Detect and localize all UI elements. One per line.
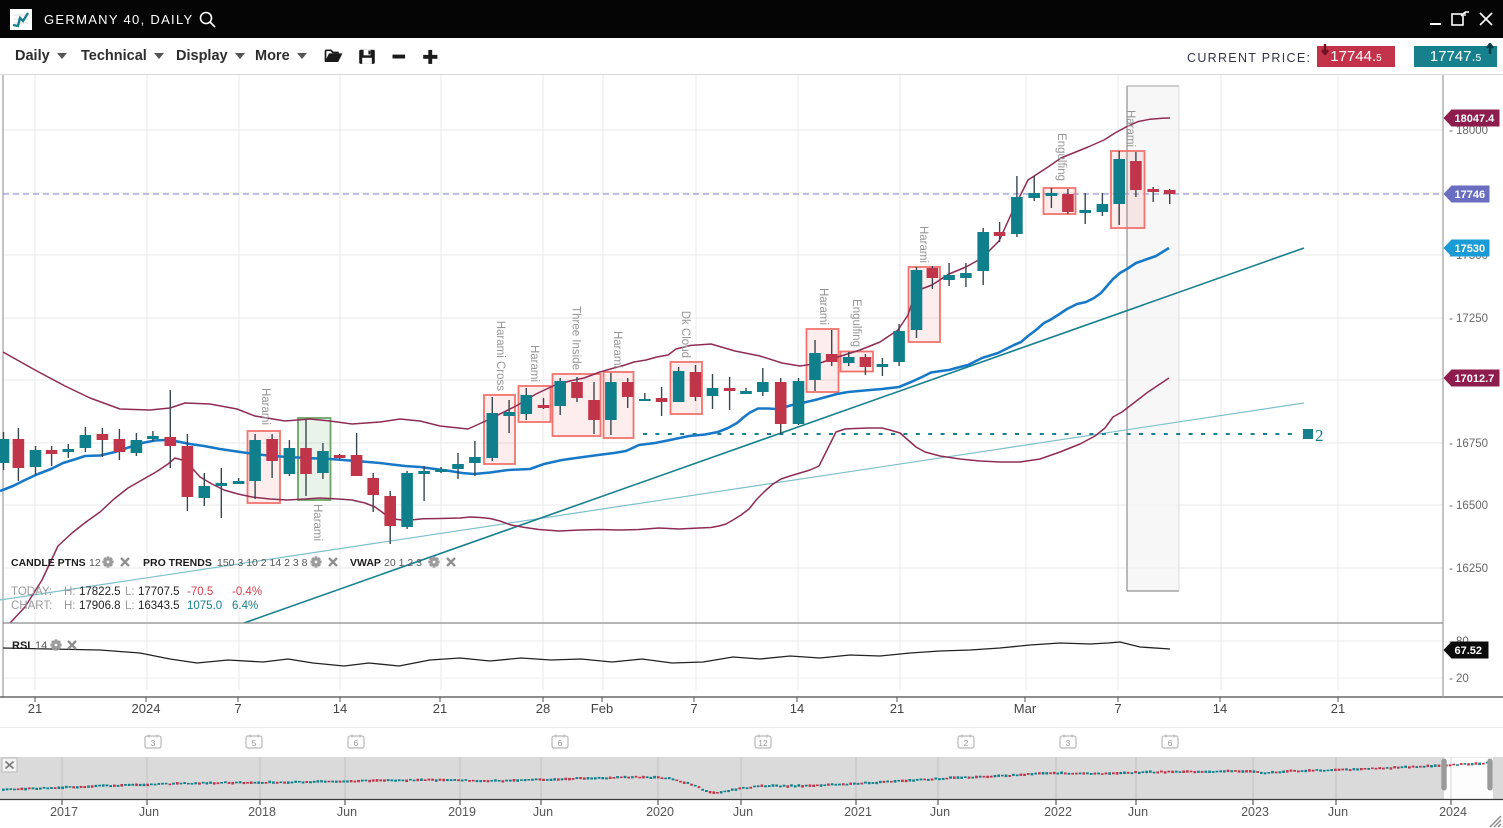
svg-text:12: 12	[89, 557, 101, 569]
svg-text:14: 14	[35, 640, 47, 652]
svg-text:PRO TRENDS: PRO TRENDS	[143, 557, 212, 569]
svg-text:6.4%: 6.4%	[232, 600, 258, 612]
svg-text:1075.0: 1075.0	[187, 600, 222, 612]
svg-text:2018: 2018	[248, 805, 276, 819]
svg-text:Three Inside: Three Inside	[570, 306, 582, 370]
svg-text:RSI: RSI	[12, 640, 30, 652]
svg-text:Feb: Feb	[591, 701, 613, 716]
svg-text:Jun: Jun	[139, 805, 159, 819]
svg-text:- 16750: - 16750	[1449, 438, 1488, 450]
svg-text:2022: 2022	[1044, 805, 1072, 819]
svg-text:28: 28	[536, 701, 550, 716]
svg-text:21: 21	[433, 701, 447, 716]
svg-text:Harami: Harami	[817, 288, 829, 325]
svg-text:Harami: Harami	[1124, 110, 1136, 147]
svg-text:3: 3	[1066, 738, 1071, 748]
svg-text:Engulfing: Engulfing	[850, 299, 862, 347]
svg-text:Jun: Jun	[1128, 805, 1148, 819]
svg-text:14: 14	[1213, 701, 1227, 716]
svg-text:150 3 10 2 14 2 3 8: 150 3 10 2 14 2 3 8	[217, 557, 308, 569]
svg-text:2017: 2017	[50, 805, 78, 819]
svg-text:3: 3	[151, 738, 156, 748]
svg-text:17707.5: 17707.5	[138, 586, 180, 598]
svg-text:Jun: Jun	[533, 805, 553, 819]
svg-text:H:: H:	[64, 586, 76, 598]
svg-text:12: 12	[758, 738, 768, 748]
svg-text:14: 14	[790, 701, 804, 716]
svg-text:18047.4: 18047.4	[1455, 113, 1496, 125]
svg-text:2020: 2020	[646, 805, 674, 819]
svg-text:2023: 2023	[1241, 805, 1269, 819]
svg-text:Harami: Harami	[259, 388, 271, 425]
svg-text:- 18000: - 18000	[1449, 125, 1488, 137]
svg-text:2: 2	[1315, 426, 1324, 445]
svg-text:Harami: Harami	[611, 331, 623, 368]
svg-text:16343.5: 16343.5	[138, 600, 180, 612]
svg-text:- 20: - 20	[1449, 673, 1469, 685]
svg-text:VWAP: VWAP	[350, 557, 381, 569]
svg-text:14: 14	[333, 701, 347, 716]
svg-text:17530: 17530	[1455, 243, 1486, 255]
svg-text:2024: 2024	[1439, 805, 1467, 819]
svg-text:Engulfing: Engulfing	[1055, 133, 1067, 181]
svg-text:21: 21	[1331, 701, 1345, 716]
svg-text:Harami: Harami	[528, 345, 540, 382]
svg-text:6: 6	[1168, 738, 1173, 748]
svg-text:2019: 2019	[448, 805, 476, 819]
svg-text:Mar: Mar	[1014, 701, 1037, 716]
svg-text:Jun: Jun	[733, 805, 753, 819]
svg-text:CHART:: CHART:	[11, 600, 52, 612]
svg-text:Dk Cloud: Dk Cloud	[679, 311, 691, 358]
svg-text:17746: 17746	[1455, 189, 1486, 201]
svg-text:Harami: Harami	[311, 504, 323, 541]
svg-text:2021: 2021	[844, 805, 872, 819]
svg-text:H:: H:	[64, 600, 76, 612]
svg-text:- 16500: - 16500	[1449, 500, 1488, 512]
svg-text:17012.7: 17012.7	[1455, 373, 1495, 385]
svg-text:L:: L:	[125, 586, 135, 598]
svg-text:2: 2	[964, 738, 969, 748]
svg-text:5: 5	[252, 738, 257, 748]
svg-text:6: 6	[354, 738, 359, 748]
svg-text:Jun: Jun	[337, 805, 357, 819]
svg-text:- 16250: - 16250	[1449, 563, 1488, 575]
svg-text:7: 7	[1114, 701, 1121, 716]
svg-text:20 1 2 3: 20 1 2 3	[384, 557, 422, 569]
svg-text:67.52: 67.52	[1455, 645, 1483, 657]
svg-text:-70.5: -70.5	[187, 586, 213, 598]
svg-text:6: 6	[558, 738, 563, 748]
svg-text:Harami Cross: Harami Cross	[494, 321, 506, 392]
svg-text:CANDLE PTNS: CANDLE PTNS	[11, 557, 86, 569]
svg-text:- 17250: - 17250	[1449, 313, 1488, 325]
svg-text:Harami: Harami	[917, 226, 929, 263]
svg-text:-0.4%: -0.4%	[232, 586, 262, 598]
svg-text:17906.8: 17906.8	[79, 600, 121, 612]
svg-text:21: 21	[28, 701, 42, 716]
svg-text:2024: 2024	[132, 701, 161, 716]
svg-text:21: 21	[890, 701, 904, 716]
svg-text:7: 7	[690, 701, 697, 716]
svg-text:L:: L:	[125, 600, 135, 612]
svg-text:Jun: Jun	[1328, 805, 1348, 819]
svg-text:7: 7	[234, 701, 241, 716]
svg-text:TODAY:: TODAY:	[11, 586, 52, 598]
svg-text:Jun: Jun	[930, 805, 950, 819]
svg-text:17822.5: 17822.5	[79, 586, 121, 598]
